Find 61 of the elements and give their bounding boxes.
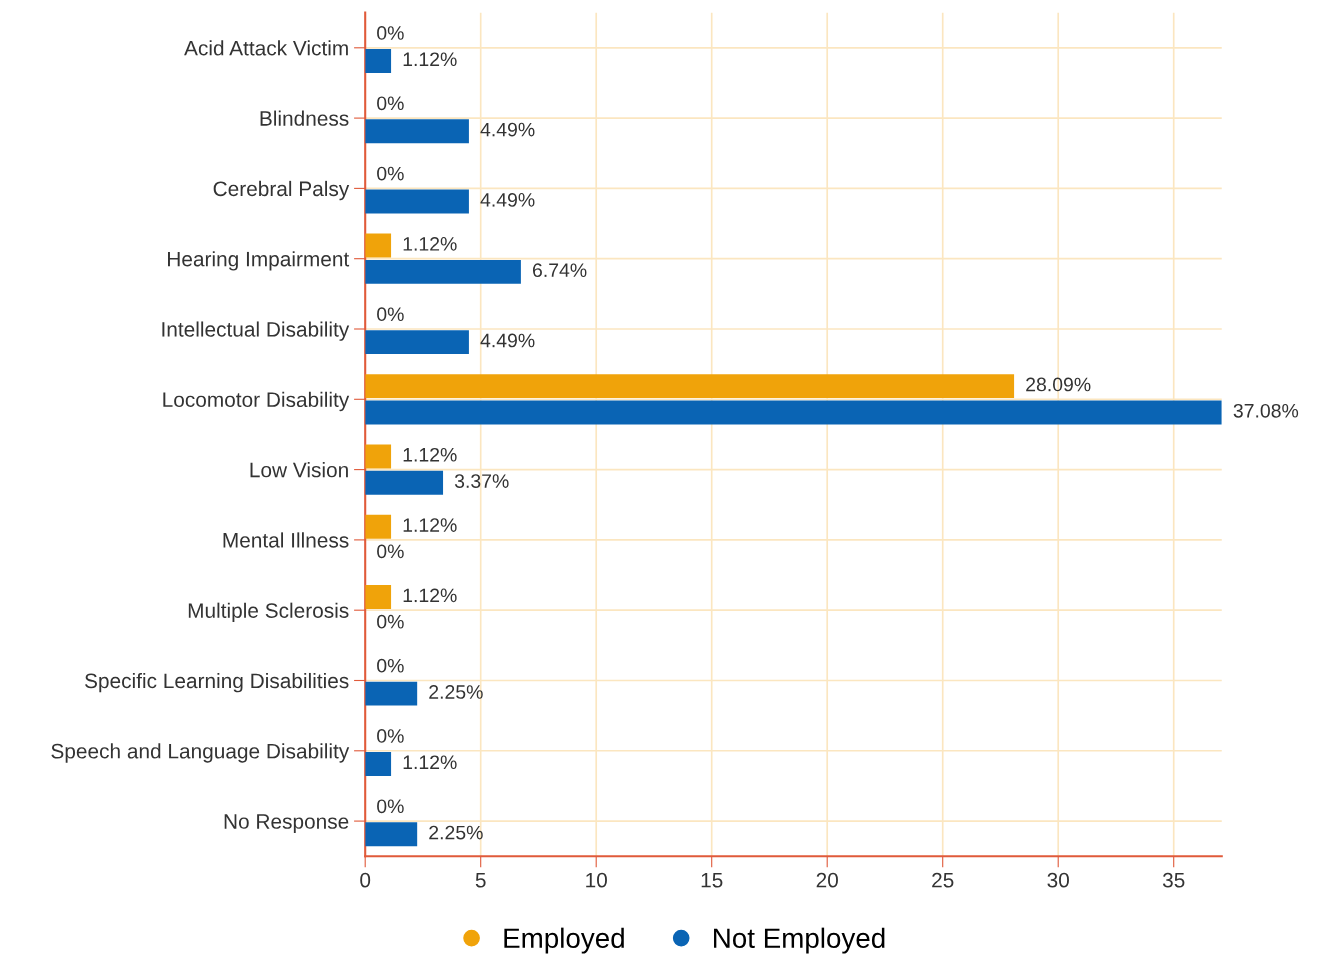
data-label: 2.25% xyxy=(429,825,483,840)
x-tick-label: 35 xyxy=(1162,872,1185,888)
y-tick-label: Mental Illness xyxy=(223,532,349,548)
bar xyxy=(365,374,1015,399)
bar xyxy=(365,48,392,73)
x-tick-label: 5 xyxy=(475,872,486,888)
data-label: 0% xyxy=(377,544,404,559)
data-label: 3.37% xyxy=(454,474,509,488)
bar xyxy=(365,233,392,258)
y-tick-label: No Response xyxy=(224,814,349,833)
data-label: 4.49% xyxy=(480,122,535,137)
data-label: 0% xyxy=(377,96,404,111)
data-label: 0% xyxy=(377,799,404,814)
bar xyxy=(365,514,392,539)
y-tick-label: Intellectual Disability xyxy=(162,321,350,341)
bar xyxy=(365,822,418,847)
x-tick-label: 10 xyxy=(586,872,607,888)
y-tick-label: Acid Attack Victim xyxy=(184,40,348,56)
data-label: 6.74% xyxy=(532,263,587,278)
legend-label: Employed xyxy=(504,927,624,954)
data-label: 1.12% xyxy=(403,588,457,603)
x-tick-label: 20 xyxy=(816,872,838,888)
bar xyxy=(365,585,392,609)
data-label: 0% xyxy=(377,307,404,322)
data-label: 4.49% xyxy=(480,192,535,207)
y-tick-label: Speech and Language Disability xyxy=(51,743,350,763)
bar xyxy=(365,444,392,469)
y-tick-label: Specific Learning Disabilities xyxy=(85,672,349,693)
x-tick-label: 30 xyxy=(1047,872,1069,888)
data-label: 1.12% xyxy=(403,52,457,67)
data-label: 2.25% xyxy=(429,685,483,699)
data-label: 0% xyxy=(377,614,404,629)
bar xyxy=(365,400,1222,425)
data-label: 28.09% xyxy=(1026,377,1091,392)
data-label: 1.12% xyxy=(403,237,457,251)
y-tick-label: Locomotor Disability xyxy=(163,391,350,412)
data-label: 0% xyxy=(377,658,404,673)
y-tick-label: Low Vision xyxy=(250,462,348,478)
bar xyxy=(365,330,469,355)
data-label: 1.12% xyxy=(403,755,457,770)
y-tick-label: Blindness xyxy=(260,110,349,126)
data-label: 4.49% xyxy=(480,333,535,348)
x-tick-label: 15 xyxy=(701,872,723,888)
data-label: 0% xyxy=(377,26,404,40)
y-tick-label: Cerebral Palsy xyxy=(213,180,350,201)
data-label: 37.08% xyxy=(1233,403,1299,418)
data-label: 1.12% xyxy=(403,447,457,462)
bar xyxy=(365,189,469,214)
bar xyxy=(365,751,392,776)
y-tick-label: Multiple Sclerosis xyxy=(188,602,349,623)
x-tick-label: 25 xyxy=(932,872,954,888)
legend-label: Not Employed xyxy=(714,927,885,954)
y-tick-label: Hearing Impairment xyxy=(168,251,350,271)
bar xyxy=(365,259,521,284)
bar xyxy=(365,681,418,706)
data-label: 0% xyxy=(377,166,404,181)
data-label: 0% xyxy=(377,729,404,743)
data-label: 1.12% xyxy=(403,518,457,532)
bar xyxy=(365,119,469,144)
bar xyxy=(365,470,444,495)
x-tick-label: 0 xyxy=(360,872,371,888)
